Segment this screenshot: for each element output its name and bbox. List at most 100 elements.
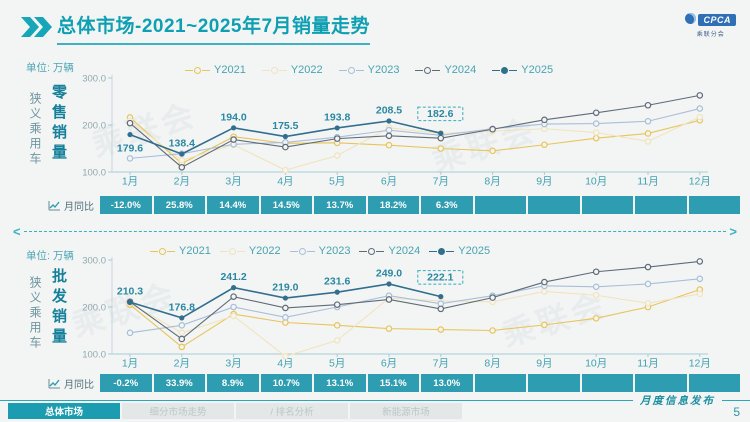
y-tick: 100.0 [82,168,106,179]
yoy-cell [688,196,740,214]
svg-text:138.4: 138.4 [169,137,195,149]
yoy-cell [474,196,526,214]
wholesale-chart-block: 单位: 万辆 Y2021 Y2022 Y2023 Y2024 Y2025 狭义乘用车 批… [0,242,750,418]
svg-text:176.8: 176.8 [169,301,195,313]
legend-swatch [219,247,245,255]
yoy-label: 月同比 [28,196,98,214]
trend-icon [48,200,60,210]
legend-swatch [338,66,364,74]
trend-icon [48,378,60,388]
x-tick: 8月 [484,176,500,188]
unit-label: 单位: 万辆 [26,250,74,262]
legend-label: Y2025 [458,245,491,257]
yoy-cell: -0.2% [100,374,152,392]
svg-text:182.6: 182.6 [427,108,453,120]
series-Y2025 [127,281,444,321]
legend-item-Y2023: Y2023 [289,245,351,257]
legend-item-Y2022: Y2022 [219,245,281,257]
x-tick: 6月 [381,358,397,370]
legend-label: Y2024 [388,245,421,257]
series-Y2024 [126,258,704,343]
legend-item-Y2022: Y2022 [261,64,323,76]
x-tick: 2月 [174,358,190,370]
x-tick: 12月 [689,358,711,370]
yoy-cell: 6.3% [421,196,473,214]
logo-subtext: 乘联分会 [696,32,725,38]
legend-item-Y2025: Y2025 [492,64,553,76]
y-tick: 200.0 [82,303,106,314]
x-tick: 3月 [225,358,241,370]
measure-label: 零售销量 [50,84,67,164]
x-tick: 5月 [329,176,345,188]
svg-text:193.8: 193.8 [324,111,350,123]
legend-item-Y2021: Y2021 [150,245,211,257]
svg-text:194.0: 194.0 [220,111,246,123]
yoy-band-wholesale: 月同比 -0.2% 33.9% 8.9% 10.7% 13.1% 15.1% 13.0% [28,374,740,392]
side-label: 狭义乘用车 [28,92,42,167]
y-tick: 300.0 [82,74,106,85]
legend-label: Y2021 [214,64,246,76]
page-title: 总体市场-2021~2025年7月销量走势 [57,11,371,45]
x-tick: 4月 [277,176,293,188]
x-tick: 9月 [536,358,552,370]
legend-item-Y2021: Y2021 [185,64,246,76]
series-Y2023 [126,105,704,162]
yoy-cell: -12.0% [100,196,152,214]
page-number: 5 [733,405,740,419]
globe-icon [685,13,697,25]
measure-label: 批发销量 [50,268,67,348]
legend-swatch [150,247,175,255]
yoy-cell: 25.8% [153,196,205,214]
footer-tab-inactive: 细分市场走势 [122,403,234,419]
footer-tab-active: 总体市场 [8,403,120,419]
x-tick: 6月 [381,176,397,188]
x-tick: 10月 [585,176,607,188]
legend-swatch [492,66,518,74]
yoy-cell: 13.7% [314,196,366,214]
legend-label: Y2025 [521,64,554,76]
yoy-cell: 8.9% [207,374,259,392]
yoy-cell: 14.5% [260,196,312,214]
y-tick: 200.0 [82,121,106,132]
footer-publication-label: 月度信息发布 [633,393,722,408]
svg-text:249.0: 249.0 [376,267,402,279]
legend-label: Y2022 [290,64,323,76]
legend-swatch [415,66,441,74]
footer-divider [0,400,750,401]
yoy-cell: 10.7% [260,374,312,392]
x-tick: 11月 [637,176,658,188]
yoy-cell: 14.4% [207,196,259,214]
series-labels-Y2025: 210.3 176.8 241.2 219.0 231.6 249.0 222.1 [117,267,464,313]
legend-label: Y2024 [444,64,477,76]
svg-text:175.5: 175.5 [272,120,298,132]
x-tick: 11月 [637,358,658,370]
yoy-cell [581,374,633,392]
legend-swatch [289,247,315,255]
legend-item-Y2023: Y2023 [338,64,399,76]
legend-label: Y2023 [318,245,351,257]
double-chevron-icon [21,17,52,37]
yoy-cell: 13.0% [421,374,473,392]
x-tick: 12月 [689,176,711,188]
legend-swatch [429,247,455,255]
x-tick: 7月 [433,176,449,188]
x-tick: 4月 [277,358,293,370]
yoy-cell [688,374,740,392]
retail-chart-block: 单位: 万辆 Y2021 Y2022 Y2023 Y2024 Y2025 狭义乘用车 零… [0,56,750,232]
svg-text:210.3: 210.3 [117,286,143,298]
footer-tab-inactive: / 排名分析 [236,403,348,419]
x-tick: 8月 [484,358,500,370]
svg-text:222.1: 222.1 [427,272,453,284]
x-tick: 2月 [174,176,190,188]
footer-tab-inactive: 新能源市场 [350,403,462,419]
cpca-logo: CPCA 乘联分会 [685,10,736,38]
x-tick: 10月 [585,358,607,370]
yoy-cell: 13.1% [314,374,366,392]
svg-text:231.6: 231.6 [324,276,350,288]
yoy-cell: 15.1% [367,374,419,392]
x-tick: 1月 [122,176,138,188]
yoy-cell [581,196,633,214]
yoy-cell [474,374,526,392]
yoy-cell [528,196,580,214]
